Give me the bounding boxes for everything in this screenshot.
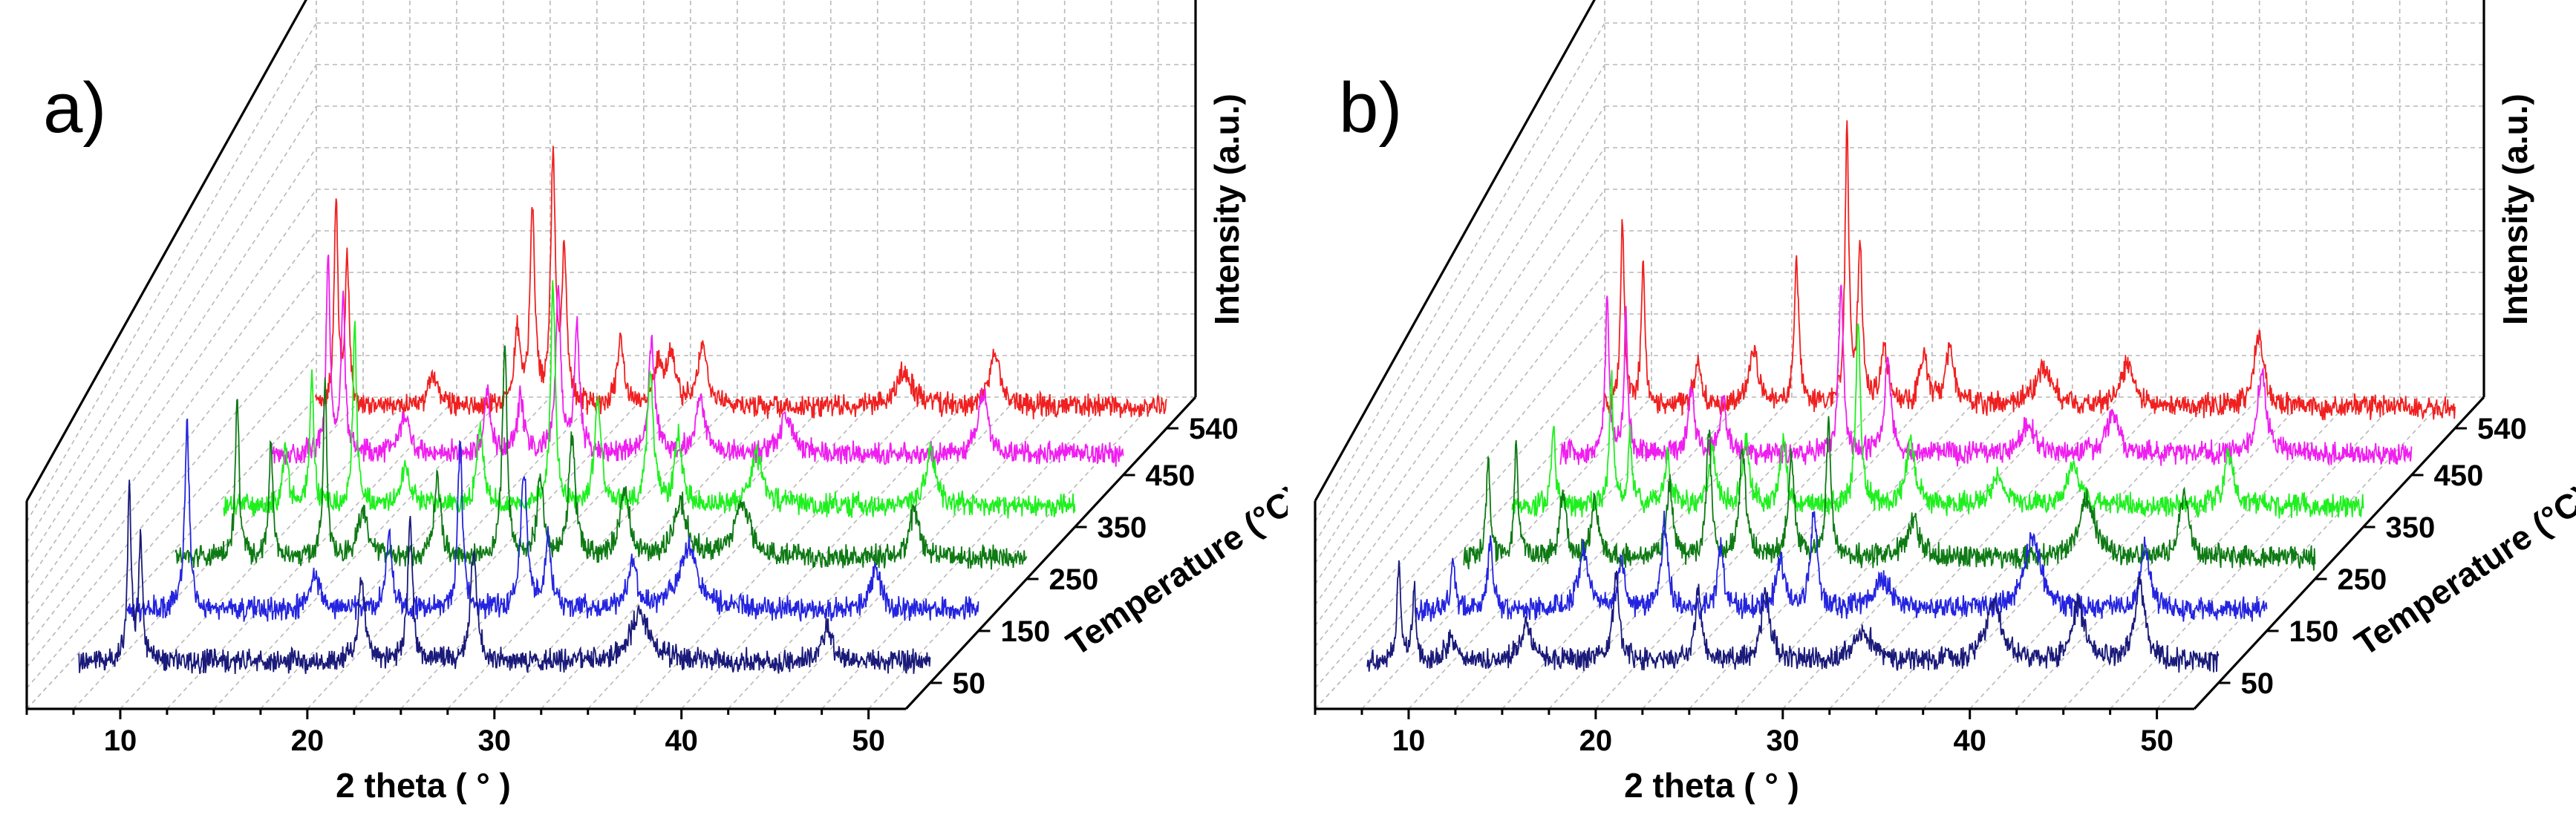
floor-grid-line [26, 396, 317, 710]
side-grid-line [26, 313, 317, 668]
side-grid-line [26, 64, 317, 543]
floor-grid-line [1876, 396, 2167, 710]
y-axis-line [2193, 396, 2485, 710]
side-grid-line [1314, 22, 1605, 523]
waterfall-chart-b: 10 20 30 40 50 50 150 250 350 450 540 b) 2 theta (… [1314, 0, 2576, 805]
y-tick-label: 250 [1049, 563, 1099, 596]
box-edge [25, 0, 307, 502]
side-grid-line [26, 230, 317, 626]
series-line-50 [78, 480, 931, 675]
z-axis-title: Intensity (a.u.) [1207, 94, 1246, 325]
floor-grid-line [1782, 396, 2073, 710]
side-grid-line [1314, 272, 1605, 647]
frame-layer: 10 20 30 40 50 50 150 250 350 450 540 [1314, 0, 2527, 757]
series-line-50 [1366, 560, 2220, 673]
side-grid-line [26, 147, 317, 585]
waterfall-chart-a: 10 20 30 40 50 50 150 250 350 450 540 a) 2 theta (… [25, 0, 1288, 805]
series-layer [1366, 120, 2456, 673]
side-grid-line [1314, 105, 1605, 564]
x-tick-label: 50 [2140, 724, 2174, 757]
side-grid-line [1314, 355, 1605, 689]
x-tick-label: 40 [1953, 724, 1986, 757]
side-grid-line [26, 272, 317, 647]
side-grid-line [26, 189, 317, 606]
y-tick-label: 150 [1001, 615, 1051, 648]
z-axis-title: Intensity (a.u.) [2496, 94, 2534, 325]
panel-letter: a) [43, 68, 106, 148]
y-tick-label: 350 [2386, 511, 2436, 544]
floor-grid-line [1314, 396, 1605, 710]
x-tick-label: 40 [665, 724, 698, 757]
y-tick-label: 350 [1098, 511, 1147, 544]
frame-layer: 10 20 30 40 50 50 150 250 350 450 540 [25, 0, 1239, 757]
series-line-540 [1602, 120, 2456, 421]
series-line-350 [223, 280, 1076, 519]
series-line-150 [126, 418, 979, 624]
x-axis-title: 2 theta ( ° ) [336, 766, 511, 805]
series-line-450 [271, 254, 1124, 467]
floor-grid-line [1595, 396, 1886, 710]
y-tick-label: 450 [2434, 459, 2484, 492]
floor-grid-line [447, 396, 738, 710]
y-tick-label: 50 [953, 667, 986, 700]
y-tick-label: 450 [1146, 459, 1196, 492]
side-grid-line [1314, 313, 1605, 668]
side-grid-line [1314, 64, 1605, 543]
floor-grid-line [1455, 396, 1746, 710]
y-axis-line [904, 396, 1197, 710]
x-tick-label: 50 [852, 724, 885, 757]
series-layer [78, 145, 1167, 675]
chart-panel-b: 10 20 30 40 50 50 150 250 350 450 540 b) 2 theta (… [1288, 0, 2576, 818]
side-grid-line [26, 355, 317, 689]
panel-letter: b) [1339, 68, 1402, 148]
series-line-540 [314, 145, 1167, 419]
side-grid-line [1314, 147, 1605, 585]
side-grid-line [26, 105, 317, 564]
floor-grid-line [587, 396, 878, 710]
series-line-150 [1415, 511, 2268, 623]
side-grid-line [1314, 189, 1605, 606]
floor-grid-line [728, 396, 1019, 710]
floor-grid-line [1642, 396, 1933, 710]
side-grid-line [1314, 230, 1605, 626]
x-axis-title: 2 theta ( ° ) [1624, 766, 1799, 805]
x-tick-label: 30 [478, 724, 512, 757]
chart-panel-a: 10 20 30 40 50 50 150 250 350 450 540 a) 2 theta (… [25, 0, 1288, 805]
series-line-250 [175, 345, 1028, 570]
series-line-250 [1463, 416, 2316, 571]
x-tick-label: 10 [104, 724, 137, 757]
y-tick-label: 150 [2289, 615, 2339, 648]
y-tick-label: 540 [1189, 413, 1239, 445]
y-tick-label: 50 [2241, 667, 2275, 700]
grid-layer [1314, 0, 2484, 710]
side-grid-line [26, 22, 317, 523]
series-line-450 [1559, 284, 2413, 467]
x-tick-label: 10 [1392, 724, 1426, 757]
x-tick-label: 30 [1767, 724, 1800, 757]
y-tick-label: 540 [2477, 413, 2527, 445]
y-tick-label: 250 [2338, 563, 2387, 596]
floor-grid-line [1829, 396, 2120, 710]
floor-grid-line [1408, 396, 1699, 710]
x-tick-label: 20 [291, 724, 325, 757]
x-tick-label: 20 [1579, 724, 1613, 757]
series-line-350 [1511, 323, 2364, 519]
box-edge [1314, 0, 1596, 502]
